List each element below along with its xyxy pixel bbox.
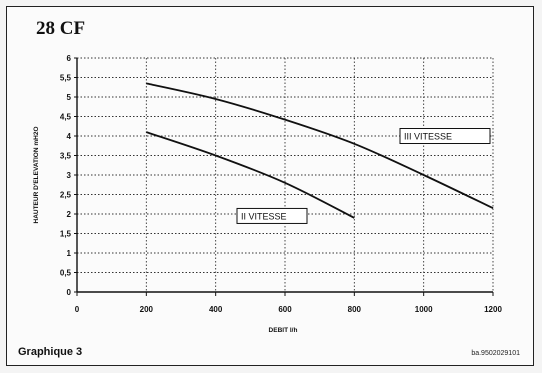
y-tick-label: 0	[67, 288, 72, 297]
x-axis-label: DEBIT l/h	[269, 327, 298, 334]
y-tick-label: 1,5	[60, 230, 72, 239]
axes	[74, 57, 494, 296]
y-tick-label: 2,5	[60, 191, 72, 200]
series-lines	[146, 82, 494, 219]
x-tick-labels: 0 200 400 600 800 1000 1200	[75, 305, 503, 314]
y-tick-label: 1	[67, 249, 72, 258]
y-axis-label: HAUTEUR D'ELEVATION mH2O	[33, 126, 40, 223]
x-tick-label: 1200	[484, 305, 502, 314]
y-tick-label: 6	[67, 54, 72, 63]
figure-caption: Graphique 3	[18, 346, 83, 358]
series-label: III VITESSE	[404, 132, 452, 142]
y-tick-label: 2	[67, 210, 72, 219]
x-tick-label: 1000	[415, 305, 433, 314]
y-tick-label: 3	[67, 171, 72, 180]
x-tick-label: 800	[348, 305, 362, 314]
x-tick-label: 0	[75, 305, 80, 314]
y-tick-label: 3,5	[60, 152, 72, 161]
y-tick-label: 5	[67, 93, 72, 102]
y-tick-label: 4	[67, 132, 72, 141]
x-tick-label: 600	[278, 305, 292, 314]
chart-title: 28 CF	[36, 18, 86, 39]
series-line	[146, 82, 494, 209]
y-tick-label: 4,5	[60, 113, 72, 122]
reference-code: ba.9502029101	[471, 350, 520, 357]
x-tick-label: 400	[209, 305, 223, 314]
series-line	[146, 131, 355, 219]
series-label: II VITESSE	[241, 211, 287, 221]
series-label-box	[236, 207, 308, 224]
series-labels: III VITESSE II VITESSE	[236, 128, 491, 224]
y-tick-label: 0,5	[60, 269, 72, 278]
series-label-box	[399, 128, 491, 144]
y-tick-label: 5,5	[60, 74, 72, 83]
x-tick-label: 200	[140, 305, 154, 314]
y-tick-labels: 0 0,5 1 1,5 2 2,5 3 3,5 4 4,5 5 5,5 6	[60, 54, 72, 297]
grid	[77, 57, 494, 292]
